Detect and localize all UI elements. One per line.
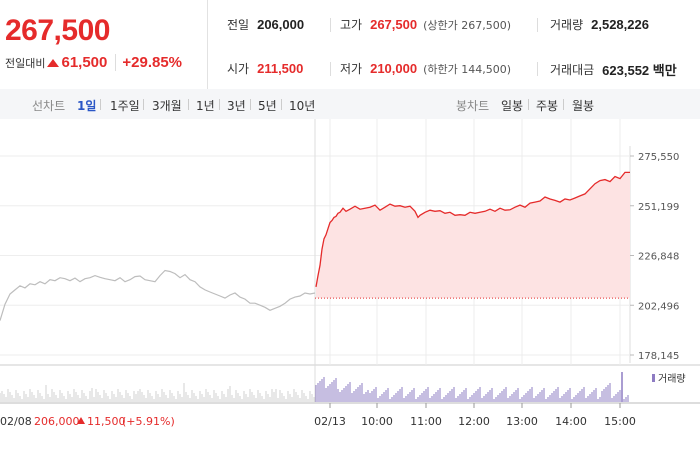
tab-3month[interactable]: 3개월 (152, 99, 182, 113)
stat-value: 210,000 (370, 61, 418, 76)
tab-3year[interactable]: 3년 (227, 99, 246, 113)
stat-label: 저가 (340, 62, 363, 76)
tab-divider (100, 99, 101, 110)
series-prev-day-line (0, 269, 316, 321)
x-tick-label: 11:00 (410, 415, 442, 428)
tab-daily-candle[interactable]: 일봉 (501, 99, 524, 113)
y-tick-label: 202,496 (638, 301, 679, 312)
y-tick-label: 178,145 (638, 351, 679, 362)
tab-divider (563, 99, 564, 110)
tab-divider (250, 99, 251, 110)
tab-10year[interactable]: 10년 (289, 99, 316, 113)
prev-day-change-label: 11,500 (87, 415, 126, 428)
candle-chart-title: 봉차트 (456, 99, 490, 113)
stat-open: 시가 211,500 (227, 60, 303, 77)
divider (537, 18, 538, 32)
stat-value: 623,552 백만 (602, 63, 677, 78)
stat-amount: 거래대금 623,552 백만 (550, 60, 677, 79)
y-tick-label: 226,848 (638, 252, 679, 263)
tab-1day[interactable]: 1일 (77, 99, 97, 113)
x-tick-label: 10:00 (361, 415, 393, 428)
tab-divider (219, 99, 220, 110)
y-tick-label: 251,199 (638, 202, 679, 213)
x-tick-label: 15:00 (604, 415, 636, 428)
stat-volume: 거래량 2,528,226 (550, 16, 649, 33)
prev-day-date-label: 02/08 (0, 415, 32, 428)
tab-1year[interactable]: 1년 (196, 99, 215, 113)
x-tick-label: 14:00 (555, 415, 587, 428)
x-tick-label: 12:00 (458, 415, 490, 428)
change-percent: +29.85% (115, 54, 182, 71)
volume-bars (0, 372, 629, 402)
volume-legend-label: 거래량 (658, 373, 686, 385)
stat-label: 시가 (227, 62, 250, 76)
divider (330, 18, 331, 32)
chart-axes: 275,550 251,199 226,848 202,496 178,145 02/13… (0, 152, 686, 428)
tab-1week[interactable]: 1주일 (110, 99, 140, 113)
series-today-line (315, 171, 630, 288)
line-chart-title: 선차트 (32, 99, 66, 113)
change-amount: 61,500 (61, 54, 108, 71)
stat-value: 2,528,226 (591, 17, 649, 32)
tab-divider (528, 99, 529, 110)
stat-value: 206,000 (257, 17, 305, 32)
stat-low: 저가 210,000 (하한가 144,500) (340, 60, 511, 77)
prev-day-pct-label: (+5.91%) (122, 415, 175, 428)
chart-series (0, 171, 630, 321)
stat-value: 211,500 (257, 61, 304, 76)
series-today-area (316, 172, 630, 299)
x-tick-label: 02/13 (314, 415, 346, 428)
up-arrow-icon (47, 58, 60, 67)
y-tick-label: 275,550 (638, 152, 679, 163)
price-summary: 267,500 전일대비 61,500 +29.85% (0, 0, 208, 89)
stat-prev-close: 전일 206,000 (227, 16, 304, 33)
stat-value: 267,500 (370, 17, 418, 32)
tab-monthly-candle[interactable]: 월봉 (572, 99, 595, 113)
stat-note: (상한가 267,500) (423, 18, 512, 32)
price-change: 전일대비 61,500 +29.85% (5, 54, 182, 71)
x-tick-label: 13:00 (506, 415, 538, 428)
quote-header: 267,500 전일대비 61,500 +29.85% 전일 206,000 고… (0, 0, 700, 90)
tab-divider (188, 99, 189, 110)
price-chart: 275,550 251,199 226,848 202,496 178,145 02/13… (0, 119, 700, 450)
stats-panel: 전일 206,000 고가 267,500 (상한가 267,500) 거래량 … (207, 0, 700, 89)
tab-divider (281, 99, 282, 110)
change-label: 전일대비 (5, 56, 46, 70)
stat-label: 전일 (227, 18, 250, 32)
stat-label: 거래량 (550, 18, 584, 32)
prev-day-up-icon (77, 417, 85, 424)
stat-note: (하한가 144,500) (423, 62, 512, 76)
divider (330, 62, 331, 76)
chart-period-tabs: 선차트 1일 1주일 3개월 1년 3년 5년 10년 봉차트 일봉 주봉 월봉 (0, 89, 700, 120)
tab-5year[interactable]: 5년 (258, 99, 277, 113)
prev-day-close-label: 206,000 (34, 415, 80, 428)
stat-high: 고가 267,500 (상한가 267,500) (340, 16, 511, 33)
volume-legend-swatch (652, 374, 655, 382)
tab-weekly-candle[interactable]: 주봉 (536, 99, 559, 113)
tab-divider (143, 99, 144, 110)
stat-label: 거래대금 (550, 63, 595, 77)
current-price: 267,500 (5, 14, 110, 47)
divider (537, 62, 538, 76)
stat-label: 고가 (340, 18, 363, 32)
